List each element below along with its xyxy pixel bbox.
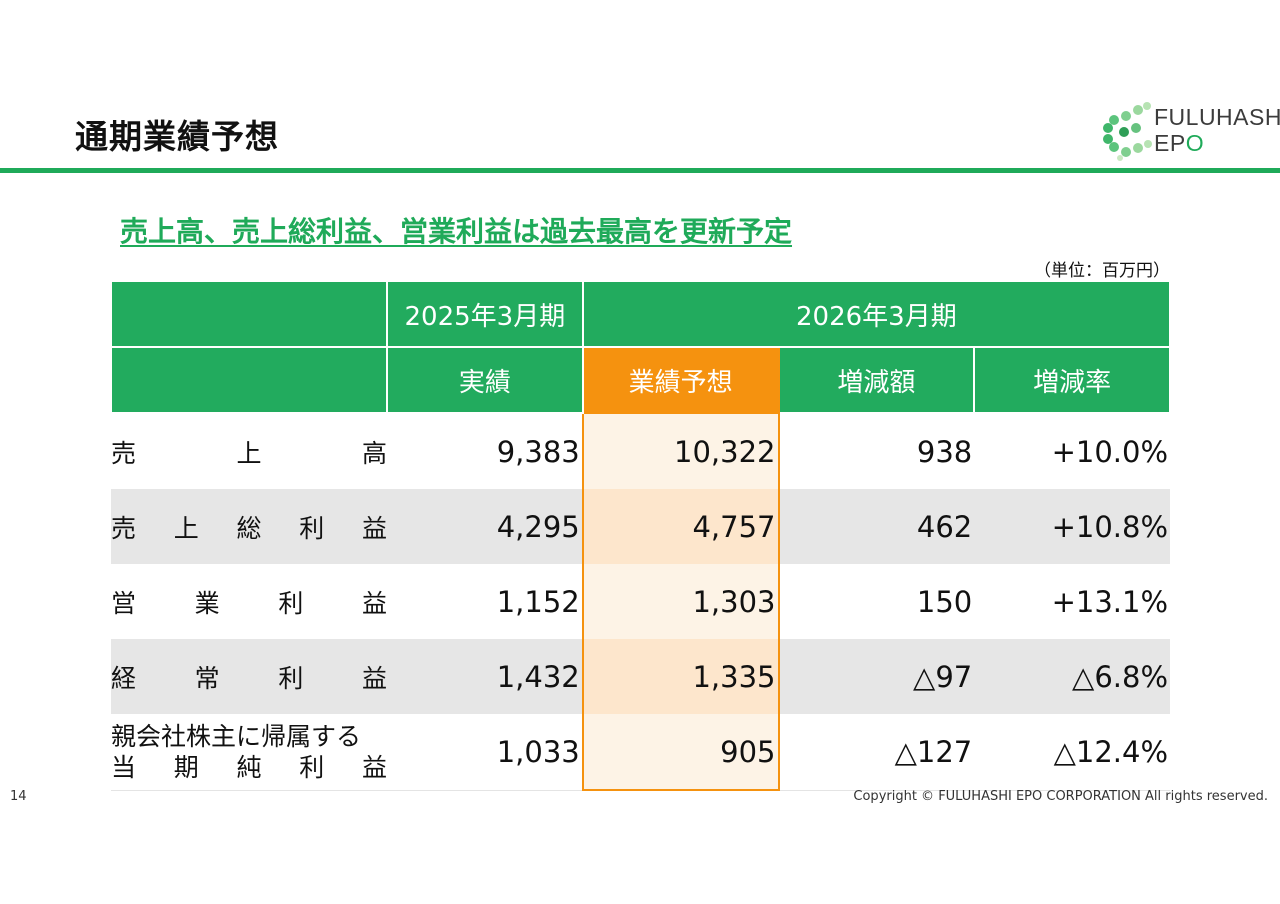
table-row-gross-profit: 売 上 総 利 益 4,295 4,757 462 +10.8% — [111, 489, 1171, 564]
logo-wordmark: FULUHASHI EPO — [1154, 104, 1280, 156]
row-label: 売 上 総 利 益 — [111, 489, 387, 564]
cell-rate: △12.4% — [974, 714, 1171, 791]
unit-note: （単位：百万円） — [1034, 261, 1170, 281]
header-fy2025: 2025年3月期 — [386, 280, 584, 348]
row-label: 親会社株主に帰属する 当 期 純 利 益 — [111, 714, 387, 791]
cell-change: 938 — [916, 434, 973, 469]
logo-line2-ep: EP — [1154, 130, 1186, 156]
cell-actual: 1,152 — [496, 584, 580, 619]
table-row-ordinary-profit: 経 常 利 益 1,432 1,335 △97 △6.8% — [111, 639, 1171, 714]
cell-change: △97 — [778, 639, 975, 714]
cell-change: 462 — [778, 489, 975, 564]
cell-rate: +13.1% — [1051, 584, 1169, 619]
header-fy2026: 2026年3月期 — [581, 280, 1172, 348]
row-label: 売 上 高 — [111, 438, 387, 468]
table-row-net-sales: 売 上 高 9,383 10,322 938 +10.0% — [111, 413, 1170, 489]
cell-actual: 4,295 — [387, 489, 583, 564]
header-corner — [110, 280, 387, 348]
page-title: 通期業績予想 — [75, 117, 279, 156]
logo-line2-o: O — [1185, 130, 1205, 156]
cell-forecast: 1,303 — [581, 564, 780, 639]
header-forecast: 業績予想 — [581, 346, 780, 414]
logo-line2: EPO — [1154, 130, 1280, 156]
header-row-columns: 実績 業績予想 増減額 増減率 — [110, 346, 1172, 414]
earnings-forecast-table: 2025年3月期 2026年3月期 実績 業績予想 増減額 増減率 売 上 高 … — [110, 280, 1172, 791]
cell-actual: 1,432 — [387, 639, 583, 714]
header-change-rate: 増減率 — [973, 346, 1172, 414]
cell-actual: 1,033 — [387, 714, 583, 791]
logo-mark-icon — [1103, 102, 1152, 161]
company-logo: FULUHASHI EPO — [1100, 98, 1280, 162]
cell-rate: △6.8% — [974, 639, 1171, 714]
header-row-periods: 2025年3月期 2026年3月期 — [110, 280, 1172, 348]
cell-rate: +10.8% — [974, 489, 1171, 564]
header-corner-2 — [110, 346, 387, 414]
row-label: 経 常 利 益 — [111, 639, 387, 714]
row-label-line2: 当 期 純 利 益 — [111, 752, 387, 782]
logo-line1: FULUHASHI — [1154, 104, 1280, 130]
header-change-amount: 増減額 — [777, 346, 976, 414]
header-actual: 実績 — [386, 346, 584, 414]
cell-rate: +10.0% — [1051, 434, 1169, 469]
cell-forecast: 1,335 — [581, 639, 780, 714]
headline: 売上高、売上総利益、営業利益は過去最高を更新予定 — [120, 215, 793, 248]
cell-actual: 9,383 — [496, 434, 580, 469]
cell-change: △127 — [778, 714, 975, 791]
row-label: 営 業 利 益 — [111, 588, 387, 618]
cell-change: 150 — [916, 584, 973, 619]
table-row-operating-profit: 営 業 利 益 1,152 1,303 150 +13.1% — [111, 564, 1170, 639]
copyright-notice: Copyright © FULUHASHI EPO CORPORATION Al… — [853, 789, 1268, 804]
cell-forecast: 10,322 — [581, 413, 780, 489]
table-row-net-income: 親会社株主に帰属する 当 期 純 利 益 1,033 905 △127 △12.… — [111, 714, 1171, 791]
title-divider — [0, 168, 1280, 173]
page-number: 14 — [10, 789, 27, 804]
row-label-line1: 親会社株主に帰属する — [111, 721, 362, 751]
cell-forecast: 4,757 — [581, 489, 780, 564]
cell-forecast: 905 — [581, 714, 780, 791]
